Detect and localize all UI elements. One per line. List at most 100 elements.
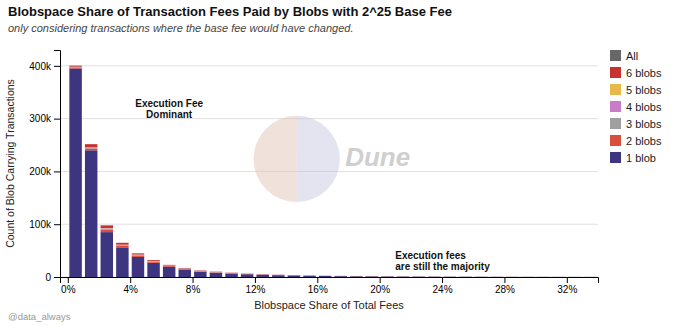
bar-segment (381, 276, 393, 277)
bar-segment (537, 276, 549, 277)
bar-segment (584, 276, 596, 277)
bar-segment (147, 262, 159, 263)
bar-segment (584, 276, 596, 277)
x-tick: 32% (557, 277, 577, 295)
bar-segment (490, 276, 502, 277)
bar-segment (163, 265, 175, 266)
x-axis-line (61, 278, 599, 284)
bar-segment (553, 276, 565, 277)
bar-segment (272, 274, 284, 275)
series (69, 67, 596, 277)
bar-segment (225, 273, 237, 274)
bar-segment (350, 276, 362, 277)
bar-segment (350, 276, 362, 277)
grid-line (60, 65, 598, 66)
bar-segment (412, 276, 424, 277)
bar-segment (319, 275, 331, 276)
bar-segment (256, 274, 268, 275)
bar-segment (132, 254, 144, 255)
bar-segment (412, 276, 424, 277)
bar-segment (241, 273, 253, 274)
bar-segment (506, 276, 518, 277)
bar-segment (475, 276, 487, 277)
bar-segment (303, 275, 315, 276)
legend-label: 1 blob (626, 152, 656, 164)
bar-segment (568, 276, 580, 277)
bar-segment (101, 232, 113, 277)
bar-segment (194, 270, 206, 271)
bar-segment (288, 275, 300, 276)
bar-segment (428, 276, 440, 277)
legend-swatch (610, 67, 621, 78)
bar-segment (319, 275, 331, 276)
bar-segment (272, 274, 284, 275)
bar-segment (397, 276, 409, 277)
x-tick: 28% (495, 277, 515, 295)
bar-segment (210, 271, 222, 272)
x-tick-mark (255, 277, 256, 283)
legend-item: 1 blob (610, 152, 656, 164)
bar-segment (147, 261, 159, 262)
bar-segment (210, 272, 222, 273)
legend-swatch (610, 101, 621, 112)
x-tick-mark (380, 277, 381, 283)
bar-segment (475, 276, 487, 277)
bar-segment (241, 273, 253, 274)
bar-segment (444, 276, 456, 277)
bar-segment (412, 276, 424, 277)
bar-segment (334, 275, 346, 276)
bar-segment (397, 276, 409, 277)
bar-segment (319, 275, 331, 276)
bar-segment (584, 276, 596, 277)
bar-segment (225, 272, 237, 273)
bar-segment (568, 276, 580, 277)
bar-segment (475, 276, 487, 277)
x-axis-title: Blobspace Share of Total Fees (254, 299, 404, 311)
bar-segment (319, 275, 331, 276)
annotation: Execution feesare still the majority (395, 250, 490, 272)
bar-segment (163, 266, 175, 268)
bar-segment (303, 275, 315, 276)
bar-segment (288, 275, 300, 276)
x-tick-label: 24% (433, 284, 453, 295)
y-tick-label: 0 (45, 272, 51, 283)
bar-segment (179, 268, 191, 270)
bar-segment (506, 276, 518, 277)
bar-segment (522, 276, 534, 277)
bar-segment (381, 276, 393, 277)
y-tick-mark (54, 66, 60, 67)
footer: @data_always (8, 311, 71, 322)
legend-item: 4 blobs (610, 101, 662, 113)
title: Blobspace Share of Transaction Fees Paid… (8, 4, 452, 19)
bar-segment (69, 66, 81, 67)
x-tick-mark (567, 277, 568, 283)
series (69, 66, 596, 277)
bar-segment (163, 265, 175, 266)
legend-label: 2 blobs (626, 135, 662, 147)
bar-segment (444, 276, 456, 277)
bar-segment (522, 276, 534, 277)
bar-segment (568, 276, 580, 277)
bar-segment (163, 265, 175, 266)
bar-segment (444, 276, 456, 277)
bar-segment (69, 66, 81, 68)
bar-segment (366, 276, 378, 277)
x-tick-mark (442, 277, 443, 283)
bar-segment (444, 276, 456, 277)
bar-segment (459, 276, 471, 277)
x-tick-label: 4% (123, 284, 138, 295)
bar-segment (428, 276, 440, 277)
bar-segment (428, 276, 440, 277)
y-tick-label: 200k (29, 166, 52, 177)
y-tick-label: 400k (29, 61, 52, 72)
bar-segment (568, 276, 580, 277)
bar-segment (194, 270, 206, 271)
bar-segment (225, 272, 237, 273)
bar-segment (366, 276, 378, 277)
bar-segment (179, 270, 191, 277)
bar-segment (522, 276, 534, 277)
bar-segment (147, 261, 159, 263)
x-tick: 24% (433, 277, 453, 295)
bar-segment (568, 276, 580, 277)
bar-segment (366, 276, 378, 277)
